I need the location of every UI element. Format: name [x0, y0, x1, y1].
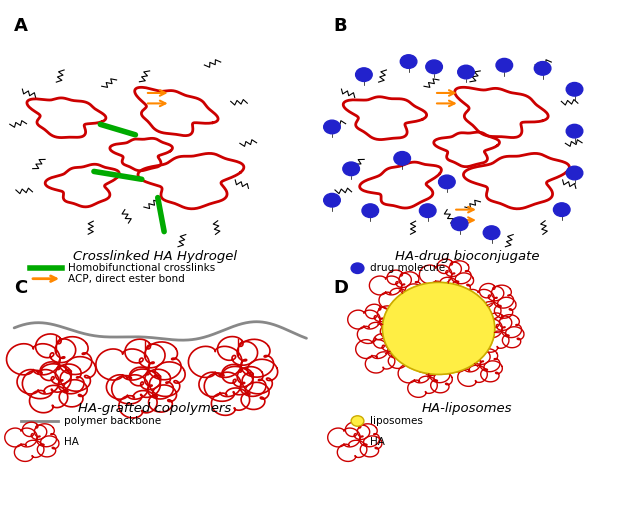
Circle shape — [390, 289, 484, 366]
Circle shape — [566, 83, 583, 96]
Circle shape — [429, 322, 432, 326]
Circle shape — [566, 166, 583, 180]
Text: Crosslinked HA Hydrogel: Crosslinked HA Hydrogel — [72, 250, 237, 263]
Circle shape — [419, 204, 436, 217]
Text: A: A — [14, 17, 28, 35]
Text: Homobifunctional crosslinks: Homobifunctional crosslinks — [69, 263, 215, 273]
Circle shape — [400, 55, 417, 68]
Circle shape — [392, 291, 482, 365]
Circle shape — [426, 320, 437, 329]
Circle shape — [496, 58, 513, 72]
Circle shape — [387, 287, 488, 369]
Circle shape — [403, 300, 467, 352]
Circle shape — [389, 288, 486, 368]
Circle shape — [351, 263, 364, 274]
Circle shape — [427, 321, 435, 327]
Circle shape — [566, 124, 583, 138]
Circle shape — [410, 306, 458, 346]
Circle shape — [362, 204, 379, 217]
Circle shape — [397, 295, 476, 359]
Text: HA: HA — [64, 437, 79, 447]
Circle shape — [408, 305, 460, 348]
Text: HA-drug bioconjugate: HA-drug bioconjugate — [395, 250, 540, 263]
Text: C: C — [14, 279, 28, 297]
Circle shape — [553, 203, 570, 216]
Text: polymer backbone: polymer backbone — [64, 416, 161, 426]
Circle shape — [383, 282, 495, 375]
Circle shape — [401, 299, 469, 354]
Circle shape — [414, 310, 452, 341]
Circle shape — [416, 311, 449, 339]
Circle shape — [483, 226, 500, 239]
Circle shape — [324, 120, 340, 134]
Text: ACP, direct ester bond: ACP, direct ester bond — [69, 274, 185, 284]
Circle shape — [404, 302, 465, 351]
Circle shape — [394, 292, 479, 362]
Circle shape — [395, 294, 478, 361]
Circle shape — [424, 318, 438, 330]
Circle shape — [406, 303, 462, 349]
Circle shape — [535, 62, 551, 75]
Circle shape — [383, 282, 495, 375]
Circle shape — [411, 307, 456, 344]
Circle shape — [343, 162, 360, 176]
Circle shape — [419, 314, 445, 336]
Circle shape — [413, 309, 454, 342]
Text: HA-liposomes: HA-liposomes — [422, 402, 513, 414]
Text: HA: HA — [370, 437, 385, 447]
Circle shape — [384, 284, 492, 373]
Circle shape — [451, 217, 468, 230]
Text: B: B — [333, 17, 347, 35]
Circle shape — [458, 65, 474, 79]
Circle shape — [400, 298, 471, 356]
Circle shape — [351, 416, 364, 426]
Circle shape — [417, 313, 447, 337]
Circle shape — [438, 175, 455, 189]
Circle shape — [420, 316, 443, 334]
Circle shape — [398, 296, 473, 358]
Circle shape — [356, 68, 372, 82]
Text: liposomes: liposomes — [370, 416, 423, 426]
Circle shape — [324, 194, 340, 207]
Circle shape — [422, 317, 441, 332]
Circle shape — [386, 285, 490, 371]
Text: HA-grafted copolymers: HA-grafted copolymers — [78, 402, 231, 414]
Text: drug molecule: drug molecule — [370, 263, 445, 273]
Circle shape — [394, 151, 410, 165]
Circle shape — [426, 60, 442, 74]
Text: D: D — [333, 279, 348, 297]
